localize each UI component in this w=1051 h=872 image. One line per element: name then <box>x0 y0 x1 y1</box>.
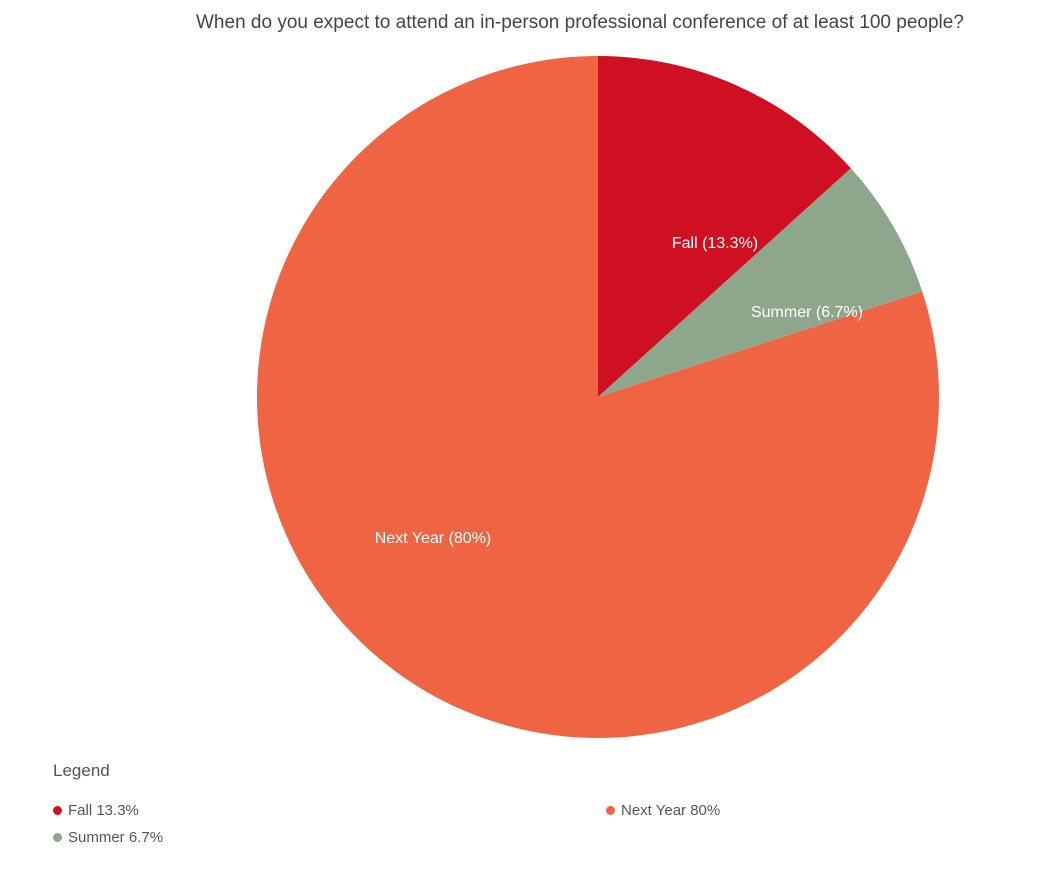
legend-label-next-year: Next Year 80% <box>621 802 721 819</box>
legend-item-next-year[interactable]: Next Year 80% <box>606 802 720 819</box>
slice-label-summer: Summer (6.7%) <box>751 304 863 321</box>
slice-label-fall: Fall (13.3%) <box>672 235 758 252</box>
legend-swatch-next-year <box>606 806 615 815</box>
legend-item-summer[interactable]: Summer 6.7% <box>53 829 163 846</box>
legend-label-fall: Fall 13.3% <box>68 802 139 819</box>
legend-swatch-summer <box>53 833 62 842</box>
legend-label-summer: Summer 6.7% <box>68 829 164 846</box>
legend-swatch-fall <box>53 806 62 815</box>
pie-slices <box>256 56 939 739</box>
slice-label-next-year: Next Year (80%) <box>375 530 492 547</box>
slice-labels: Fall (13.3%) Summer (6.7%) Next Year (80%) <box>375 235 863 547</box>
chart-title: When do you expect to attend an in-perso… <box>196 12 964 33</box>
pie-slice-next-year[interactable] <box>256 56 939 739</box>
pie-slice-fall[interactable] <box>598 56 851 397</box>
pie-slice-summer[interactable] <box>598 168 923 397</box>
legend-item-fall[interactable]: Fall 13.3% <box>53 802 139 819</box>
legend-title: Legend <box>53 761 110 780</box>
